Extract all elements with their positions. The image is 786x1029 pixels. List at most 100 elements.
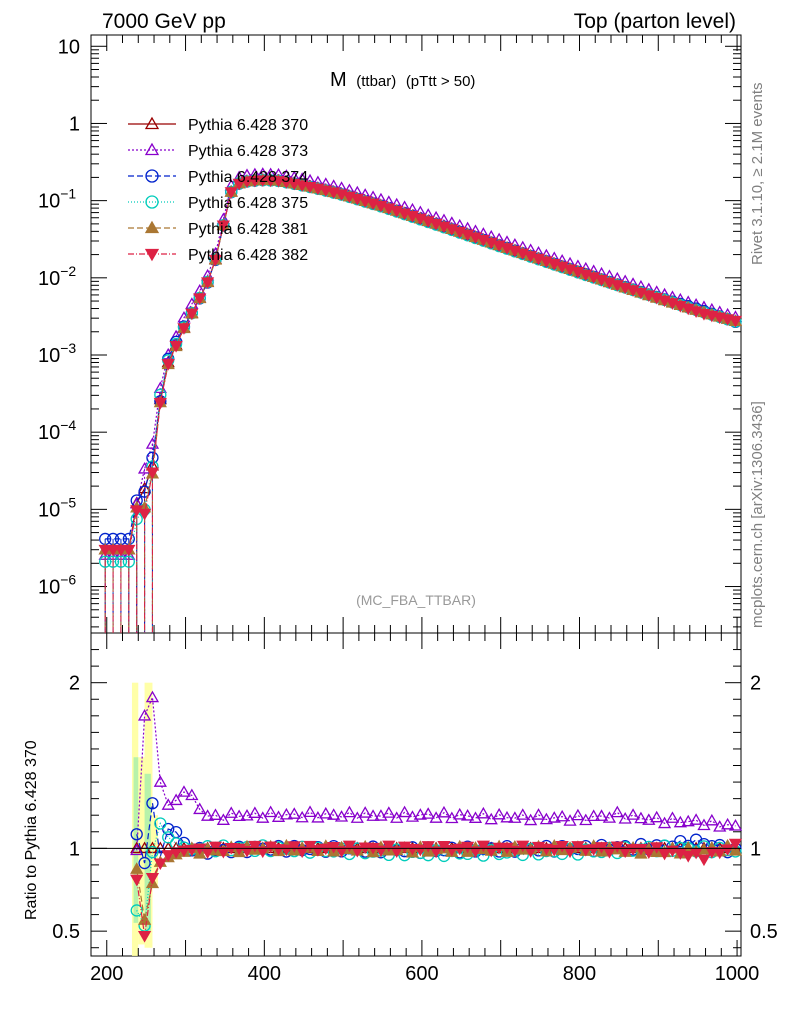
legend-marker <box>145 169 159 183</box>
legend-marker <box>144 220 160 234</box>
ratio-point <box>713 820 727 832</box>
main-point <box>216 220 230 233</box>
main-series-1 <box>98 167 743 633</box>
rivet-label: Rivet 3.1.10, ≥ 2.1M events <box>749 83 766 266</box>
ratio-point <box>319 806 333 819</box>
main-ytick-label: 10−4 <box>38 417 76 444</box>
ratio-point <box>130 843 144 856</box>
ratio-point <box>130 862 144 874</box>
main-ytick-label-base: 10 <box>38 499 60 521</box>
main-point <box>232 178 246 191</box>
legend-label: Pythia 6.428 373 <box>188 143 308 160</box>
ratio-point <box>437 805 451 818</box>
main-ytick-label-exp: −6 <box>60 572 76 588</box>
ratio-point <box>248 840 262 853</box>
main-point <box>185 308 199 321</box>
ratio-point <box>720 817 735 830</box>
ratio-point <box>295 846 309 859</box>
ratio-point <box>539 812 554 825</box>
ratio-point <box>193 802 207 815</box>
ratio-point <box>602 811 617 823</box>
main-point <box>256 175 270 187</box>
ratio-point <box>516 840 530 853</box>
ratio-point <box>650 810 664 823</box>
ratio-point <box>137 709 152 721</box>
main-ytick-label-exp: −2 <box>60 263 76 279</box>
ratio-axis-ticks: 200 400 600 800 1000 2 2 1 1 0.5 0.5 <box>52 649 778 985</box>
ratio-point <box>334 846 349 858</box>
main-ytick-label: 10−5 <box>38 494 76 521</box>
ratio-point <box>587 809 601 822</box>
ratio-point <box>138 856 151 870</box>
ratio-band <box>152 815 158 885</box>
ratio-point <box>547 811 561 823</box>
main-series-group <box>98 167 743 633</box>
ratio-point <box>358 806 372 818</box>
ratio-point <box>185 788 199 801</box>
ratio-point <box>665 811 680 823</box>
ratio-series-group <box>130 690 743 943</box>
ratio-point <box>460 809 475 821</box>
ratio-point <box>492 807 506 820</box>
ratio-point <box>137 841 152 854</box>
legend-marker <box>145 195 159 209</box>
ratio-point <box>303 805 317 818</box>
legend-label: Pythia 6.428 382 <box>188 247 308 264</box>
ratio-point <box>421 807 435 819</box>
ratio-ytick-label-right: 1 <box>750 838 761 860</box>
ratio-point <box>264 805 278 818</box>
header-left: 7000 GeV pp <box>102 10 226 33</box>
ratio-point <box>130 874 144 887</box>
ratio-point <box>153 775 167 787</box>
ratio-point <box>271 844 286 856</box>
main-ytick-label: 10−3 <box>38 340 76 367</box>
title-main: M <box>330 69 347 91</box>
ratio-frame <box>90 632 742 957</box>
ratio-ytick-label-left: 1 <box>69 838 80 860</box>
ratio-point <box>224 806 238 818</box>
ratio-point <box>689 813 703 825</box>
main-title: M (ttbar) (pTtt > 50) <box>330 69 475 91</box>
ratio-point <box>405 810 420 822</box>
ratio-point <box>571 808 585 821</box>
main-series-2 <box>99 173 742 633</box>
ratio-point <box>453 807 467 820</box>
ratio-point <box>657 848 672 861</box>
ratio-point <box>130 841 144 854</box>
ratio-point <box>248 806 262 818</box>
main-point <box>224 187 238 199</box>
ratio-point <box>130 828 143 841</box>
ratio-point <box>279 807 294 820</box>
ratio-xtick-label: 800 <box>563 963 596 985</box>
ratio-point <box>342 805 357 818</box>
ratio-point <box>705 813 719 826</box>
ratio-ytick-label-right: 0.5 <box>750 921 778 943</box>
main-ytick-label-base: 10 <box>38 422 60 444</box>
main-ytick-label-exp: −1 <box>60 186 76 202</box>
main-ytick-label-exp: −3 <box>60 340 76 356</box>
main-ytick-label: 10−6 <box>38 572 76 599</box>
ratio-point <box>626 844 640 856</box>
ratio-point <box>681 850 695 863</box>
main-point <box>145 467 160 480</box>
ratio-xtick-label: 200 <box>90 963 123 985</box>
ratio-point <box>146 845 159 859</box>
ratio-xtick-label: 600 <box>405 963 438 985</box>
ratio-point <box>508 845 522 858</box>
main-ytick-label: 10−2 <box>38 263 76 290</box>
main-point <box>728 315 743 328</box>
main-point <box>193 293 207 305</box>
legend-marker <box>144 116 160 130</box>
main-ytick-label-base: 10 <box>38 268 60 290</box>
main-point <box>169 341 183 353</box>
ratio-point <box>216 846 230 859</box>
main-series-5 <box>98 175 743 633</box>
main-ytick-label-base: 10 <box>38 345 60 367</box>
ratio-point <box>256 846 270 859</box>
ratio-point <box>468 846 483 858</box>
legend-label: Pythia 6.428 375 <box>188 195 308 212</box>
main-point <box>106 544 120 557</box>
ratio-point <box>728 838 743 851</box>
main-point <box>122 544 136 557</box>
